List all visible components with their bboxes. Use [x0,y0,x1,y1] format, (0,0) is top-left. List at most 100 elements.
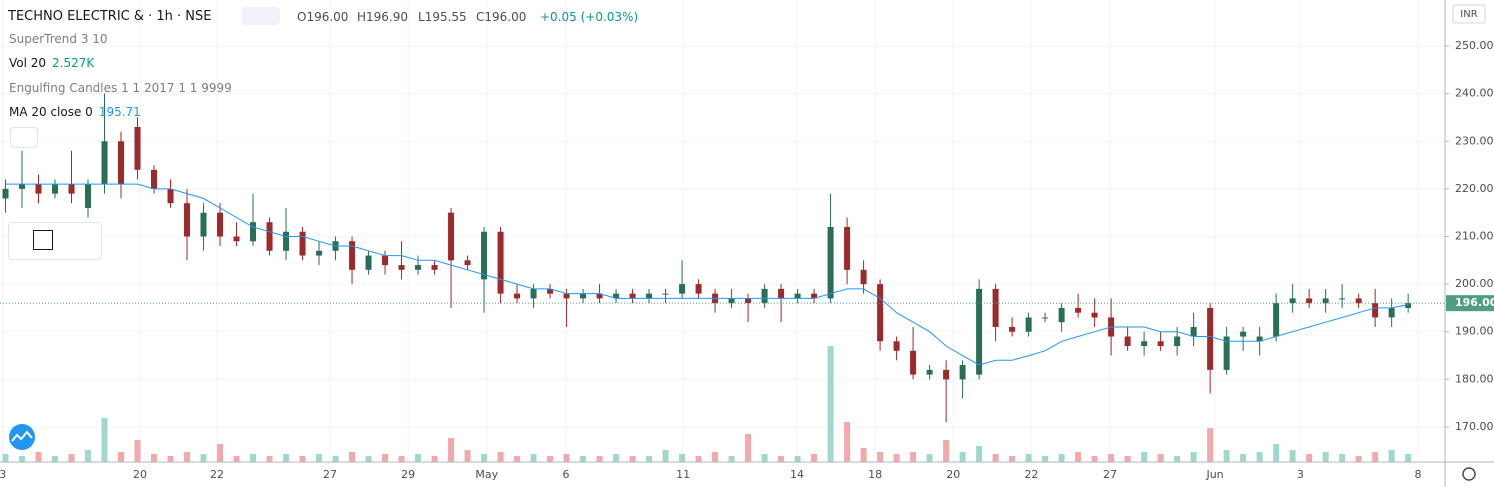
candle-body [398,265,405,270]
x-tick-label: 14 [790,468,804,481]
candle-body [827,226,834,299]
volume-bar [778,456,785,462]
volume-bar [349,452,356,462]
indicator[interactable]: MA 20 close 0 195.71 [9,105,141,119]
ohlc-close: C196.00 [476,10,527,24]
candle-body [1058,307,1065,323]
volume-bar [35,452,42,462]
volume-bar [1289,450,1296,462]
volume-bar [646,456,653,462]
candle-body [68,184,75,194]
indicator-value: 2.527K [52,56,95,70]
candle-body [1009,326,1016,332]
indicator-name: MA 20 close 0 [9,105,93,119]
x-tick-label: 22 [1024,468,1038,481]
x-tick-label: 20 [946,468,960,481]
volume-bar [1058,454,1065,462]
volume-bar [1091,456,1098,462]
candle-body [1405,303,1412,308]
candle-body [464,260,471,266]
drawing-toolbar[interactable] [8,222,102,260]
volume-bar [497,452,504,462]
candle-body [35,184,42,194]
candle-body [1207,307,1214,370]
x-tick-label: 3 [1297,468,1304,481]
volume-bar [19,456,26,462]
volume-bar [1075,452,1082,462]
candle-body [1306,298,1313,304]
x-tick-label: 11 [676,468,690,481]
candle-body [761,288,768,304]
moving-average [5,183,1409,366]
volume-bar [464,450,471,462]
candle-body [794,293,801,299]
candle-body [85,184,92,208]
symbol-title[interactable]: TECHNO ELECTRIC & · 1h · NSE [8,9,212,24]
candle-body [431,265,438,270]
indicator[interactable]: Vol 20 2.527K [9,56,94,70]
volume-bar [101,418,108,462]
volume-bar [382,454,389,462]
candle-body [151,169,158,189]
last-price-label: 196.00 [1455,296,1494,309]
candle-body [1075,307,1082,313]
volume-bar [2,454,9,462]
candle-body [910,350,917,375]
candle-body [1322,298,1329,304]
y-tick-label: 220.00 [1455,182,1494,195]
candle-body [266,222,273,251]
indicator[interactable]: Engulfing Candles 1 1 2017 1 1 9999 [9,81,232,95]
volume-bar [316,454,323,462]
volume-bar [943,440,950,462]
currency-box[interactable] [1452,4,1486,24]
x-tick-label: 18 [868,468,882,481]
candle-body [662,293,669,295]
volume-bar [85,450,92,462]
x-tick-label: 27 [323,468,337,481]
volume-bar [877,452,884,462]
candle-body [497,231,504,294]
volume-bar [794,456,801,462]
candle-body [448,212,455,261]
candle-body [695,284,702,294]
candle-body [596,293,603,299]
candle-body [613,293,620,299]
candle-body [1091,312,1098,318]
indicator[interactable]: SuperTrend 3 10 [9,32,108,46]
volume-bar [1108,454,1115,462]
y-tick-label: 250.00 [1455,39,1494,52]
candle-body [299,231,306,256]
indicator-name: Vol 20 [9,56,47,70]
indicator-name: Engulfing Candles 1 1 2017 1 1 9999 [9,81,232,95]
volume-bar [1306,454,1313,462]
volume-bar [844,422,851,462]
volume-bar [118,452,125,462]
volume-bar [184,452,191,462]
candle-body [250,222,257,242]
candle-body [200,212,207,237]
ohlc-low: L195.55 [418,10,467,24]
volume-bar [52,456,59,462]
indicator-value: 195.71 [98,105,141,119]
volume-bar [1372,452,1379,462]
volume-bar [1240,454,1247,462]
volume-bar [250,454,257,462]
x-tick-label: 27 [1103,468,1117,481]
settings-icon[interactable] [1462,467,1476,481]
volume-bar [580,456,587,462]
y-tick-label: 180.00 [1455,372,1494,385]
candle-body [283,231,290,251]
rectangle-tool[interactable] [33,230,53,250]
volume-bar [1190,452,1197,462]
candle-body [728,298,735,304]
collapse-button[interactable] [10,127,38,148]
x-tick-label: 3 [0,468,6,481]
volume-bar [992,454,999,462]
candle-body [1339,298,1346,300]
candle-body [2,188,9,199]
volume-bar [332,456,339,462]
compare-toggle[interactable] [242,7,280,25]
currency: INR [1460,9,1477,20]
volume-bar [1042,456,1049,462]
volume-bar [613,454,620,462]
